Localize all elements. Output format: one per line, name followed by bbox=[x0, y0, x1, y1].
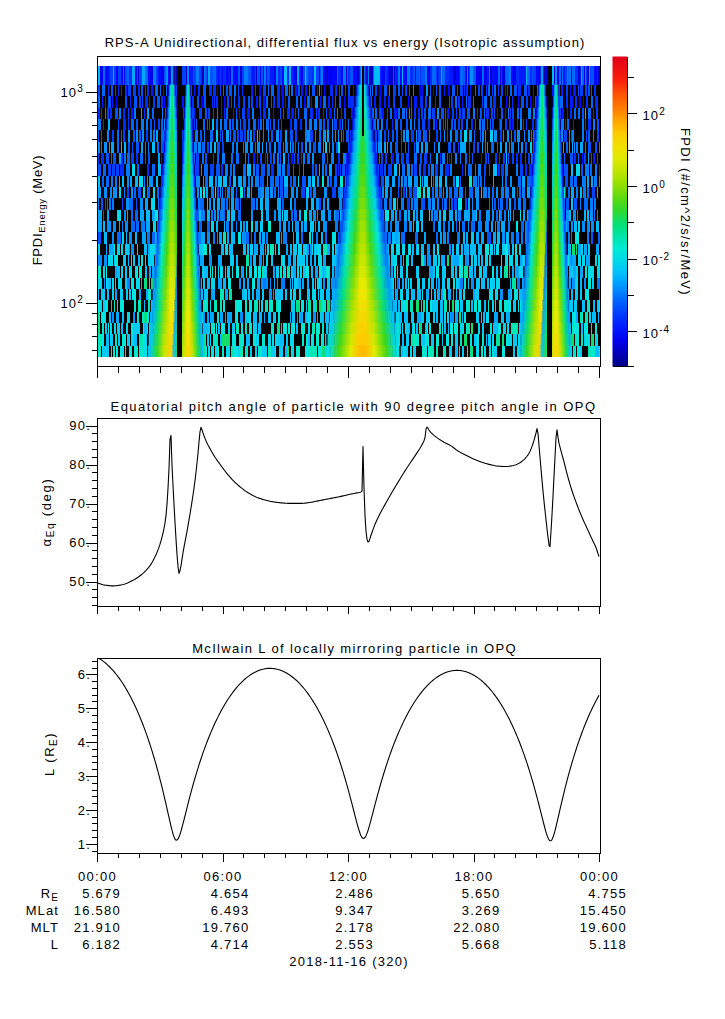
svg-text:4.: 4. bbox=[78, 735, 91, 750]
svg-text:McIlwain L of locally mirrorin: McIlwain L of locally mirroring particle… bbox=[192, 641, 517, 656]
svg-text:4.755: 4.755 bbox=[588, 886, 627, 901]
svg-text:00:00: 00:00 bbox=[580, 869, 619, 884]
svg-text:MLat: MLat bbox=[26, 903, 59, 918]
svg-text:2.: 2. bbox=[78, 803, 91, 818]
svg-text:19.600: 19.600 bbox=[580, 920, 627, 935]
svg-text:1.: 1. bbox=[78, 837, 91, 852]
svg-text:FPDI (#/cm^2/s/sr/MeV): FPDI (#/cm^2/s/sr/MeV) bbox=[678, 128, 693, 296]
svg-text:60.: 60. bbox=[69, 535, 91, 550]
svg-text:6.182: 6.182 bbox=[82, 937, 121, 952]
svg-text:RPS-A Unidirectional, differen: RPS-A Unidirectional, differential flux … bbox=[105, 35, 586, 50]
svg-text:50.: 50. bbox=[69, 574, 91, 589]
svg-text:2.553: 2.553 bbox=[335, 937, 374, 952]
svg-text:2.486: 2.486 bbox=[335, 886, 374, 901]
svg-text:3.269: 3.269 bbox=[462, 903, 501, 918]
svg-text:22.080: 22.080 bbox=[453, 920, 500, 935]
svg-text:2018-11-16 (320): 2018-11-16 (320) bbox=[289, 954, 409, 969]
svg-text:3.: 3. bbox=[78, 769, 91, 784]
svg-text:12:00: 12:00 bbox=[329, 869, 368, 884]
svg-text:18:00: 18:00 bbox=[455, 869, 494, 884]
svg-text:6.493: 6.493 bbox=[211, 903, 250, 918]
svg-text:9.347: 9.347 bbox=[335, 903, 374, 918]
svg-text:L (RE): L (RE) bbox=[42, 732, 59, 776]
svg-text:6.: 6. bbox=[78, 667, 91, 682]
svg-text:5.679: 5.679 bbox=[82, 886, 121, 901]
svg-text:06:00: 06:00 bbox=[204, 869, 243, 884]
svg-text:16.580: 16.580 bbox=[74, 903, 121, 918]
svg-text:Equatorial pitch angle of part: Equatorial pitch angle of particle with … bbox=[111, 399, 597, 414]
svg-text:4.714: 4.714 bbox=[211, 937, 250, 952]
svg-text:00:00: 00:00 bbox=[78, 869, 117, 884]
svg-text:70.: 70. bbox=[69, 496, 91, 511]
svg-text:21.910: 21.910 bbox=[74, 920, 121, 935]
svg-text:5.650: 5.650 bbox=[462, 886, 501, 901]
svg-text:5.668: 5.668 bbox=[462, 937, 501, 952]
svg-text:19.760: 19.760 bbox=[202, 920, 249, 935]
svg-text:90.: 90. bbox=[69, 418, 91, 433]
svg-text:2.178: 2.178 bbox=[335, 920, 374, 935]
svg-text:4.654: 4.654 bbox=[211, 886, 250, 901]
svg-text:L: L bbox=[51, 937, 59, 952]
svg-text:5.: 5. bbox=[78, 701, 91, 716]
svg-text:MLT: MLT bbox=[31, 920, 59, 935]
svg-text:5.118: 5.118 bbox=[589, 937, 627, 952]
svg-text:15.450: 15.450 bbox=[580, 903, 627, 918]
svg-text:80.: 80. bbox=[69, 457, 91, 472]
